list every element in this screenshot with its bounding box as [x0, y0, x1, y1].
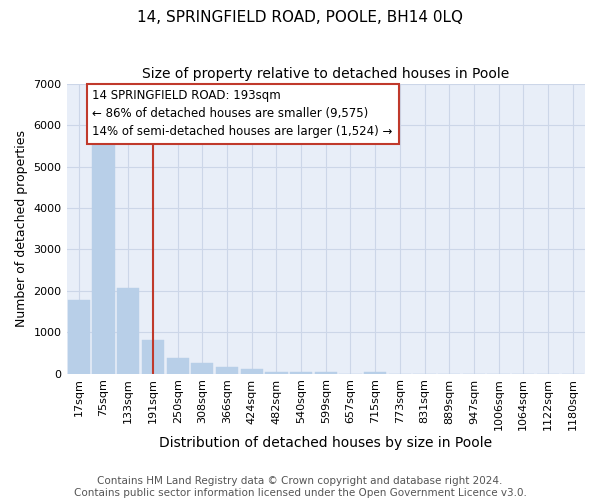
X-axis label: Distribution of detached houses by size in Poole: Distribution of detached houses by size … [159, 436, 493, 450]
Bar [290, 372, 312, 374]
Bar [142, 340, 164, 374]
Bar [314, 372, 337, 374]
Text: 14 SPRINGFIELD ROAD: 193sqm
← 86% of detached houses are smaller (9,575)
14% of : 14 SPRINGFIELD ROAD: 193sqm ← 86% of det… [92, 90, 393, 138]
Bar [191, 363, 214, 374]
Bar [265, 372, 287, 374]
Bar [241, 370, 263, 374]
Text: 14, SPRINGFIELD ROAD, POOLE, BH14 0LQ: 14, SPRINGFIELD ROAD, POOLE, BH14 0LQ [137, 10, 463, 25]
Title: Size of property relative to detached houses in Poole: Size of property relative to detached ho… [142, 68, 509, 82]
Text: Contains HM Land Registry data © Crown copyright and database right 2024.
Contai: Contains HM Land Registry data © Crown c… [74, 476, 526, 498]
Bar [364, 372, 386, 374]
Y-axis label: Number of detached properties: Number of detached properties [15, 130, 28, 328]
Bar [167, 358, 189, 374]
Bar [92, 134, 115, 374]
Bar [216, 367, 238, 374]
Bar [117, 288, 139, 374]
Bar [68, 300, 90, 374]
